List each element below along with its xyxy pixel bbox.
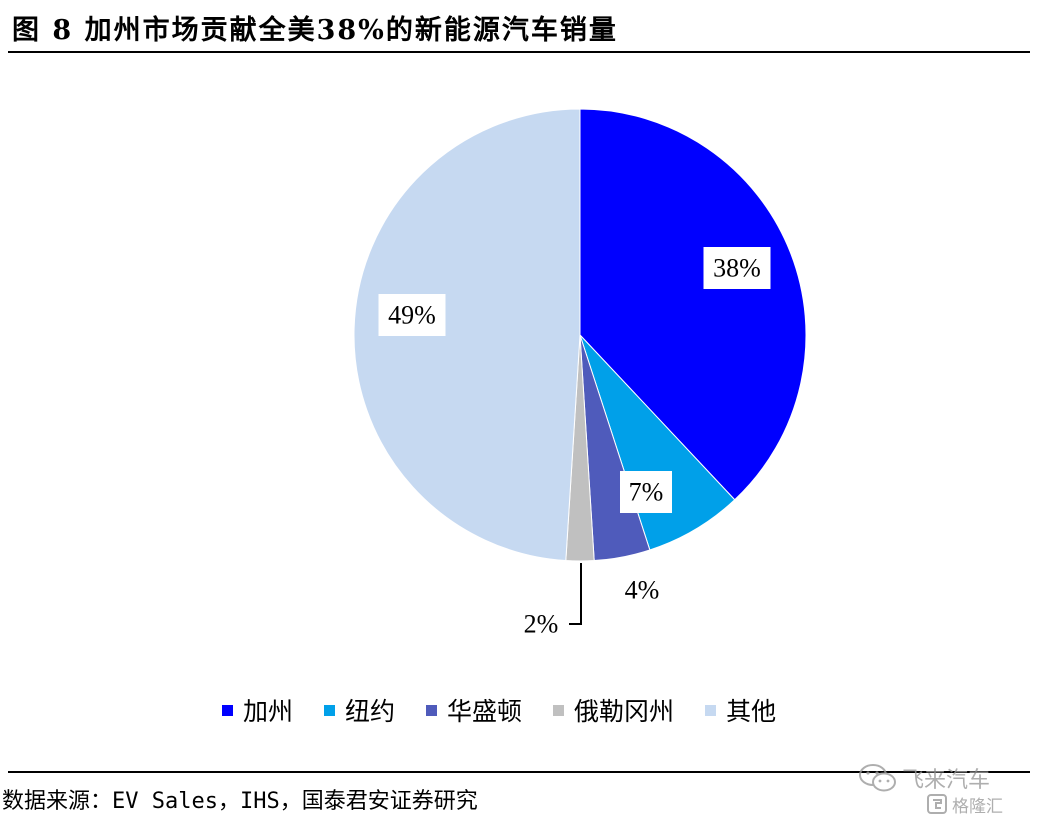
watermark: 飞来汽车 格隆汇 [858, 760, 1030, 818]
pie-slice-5 [353, 108, 581, 562]
data-label-box-2 [620, 471, 672, 513]
leader-line-4 [569, 563, 582, 625]
data-label-box-1 [703, 247, 771, 289]
legend-swatch-4 [553, 704, 565, 716]
data-label-3: 4% [625, 576, 660, 605]
legend-item-2: 纽约 [324, 692, 395, 728]
data-label-2: 7% [629, 478, 664, 507]
legend-swatch-5 [705, 704, 717, 716]
data-label-5: 49% [388, 301, 436, 330]
legend-label-5: 其他 [726, 697, 777, 726]
watermark-site: 格隆汇 [952, 797, 1003, 817]
legend-swatch-1 [222, 704, 233, 716]
legend-item-3: 华盛顿 [426, 692, 522, 728]
legend-label-2: 纽约 [345, 697, 396, 726]
legend-item-1: 加州 [222, 692, 293, 728]
wechat-icon [859, 764, 896, 792]
data-label-box-5 [378, 294, 446, 336]
bottom-rule [8, 771, 1030, 773]
pie-labels: 38% 7% 4% 2% 49% [378, 247, 771, 639]
legend-item-4: 俄勒冈州 [553, 692, 674, 728]
legend-swatch-3 [426, 704, 438, 716]
legend: 加州 纽约 华盛顿 俄勒冈州 其他 [222, 692, 807, 728]
legend-label-3: 华盛顿 [447, 697, 523, 726]
pie-slice-1 [579, 108, 807, 501]
data-label-4: 2% [524, 610, 559, 639]
legend-label-4: 俄勒冈州 [574, 697, 675, 726]
data-label-1: 38% [713, 254, 761, 283]
legend-swatch-2 [324, 704, 336, 716]
gelonghui-logo-icon [927, 794, 947, 814]
legend-label-1: 加州 [243, 697, 294, 726]
source-note: 数据来源：EV Sales，IHS，国泰君安证券研究 [2, 789, 478, 814]
legend-item-5: 其他 [705, 692, 776, 728]
chart-title: 图 8 加州市场贡献全美38%的新能源汽车销量 [12, 15, 618, 46]
watermark-name: 飞来汽车 [902, 768, 991, 793]
top-rule [8, 51, 1030, 53]
pie-slices [353, 108, 807, 562]
